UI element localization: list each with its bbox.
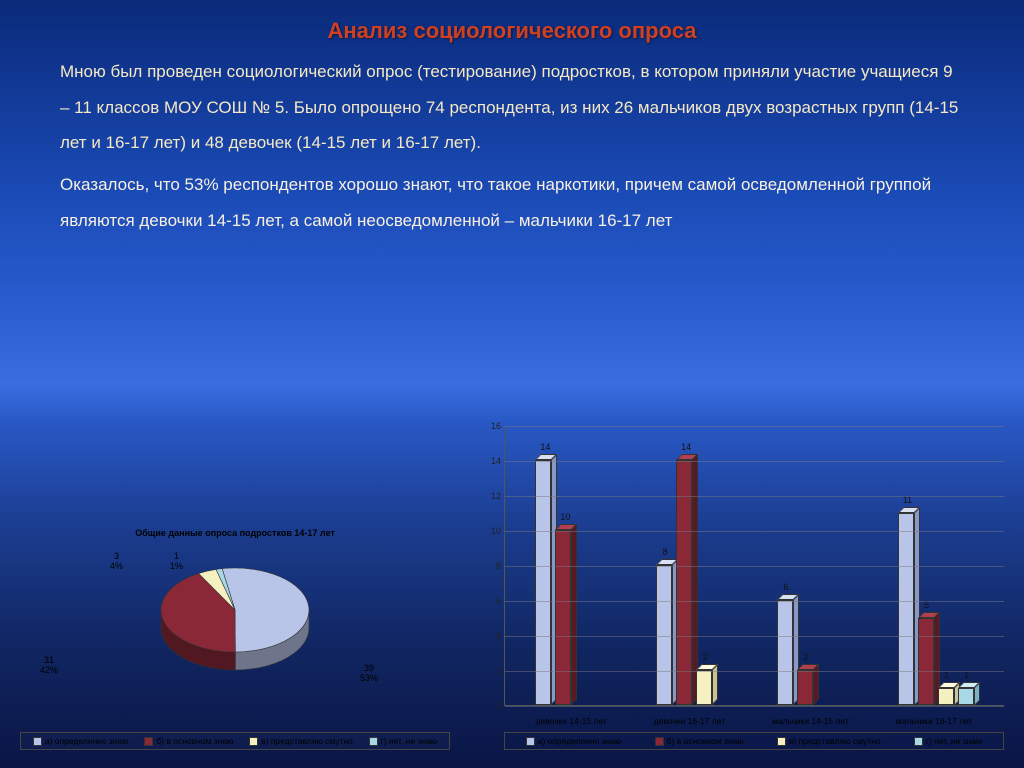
pie-chart: Общие данные опроса подростков 14-17 лет… — [20, 528, 450, 750]
page-title: Анализ социологического опроса — [0, 0, 1024, 44]
x-category-label: мальчики 16-17 лет — [896, 716, 973, 726]
legend-item: а) определенно знаю — [526, 736, 622, 746]
y-tick-label: 10 — [483, 526, 501, 536]
y-tick-label: 16 — [483, 421, 501, 431]
bar-value-label: 14 — [540, 442, 550, 452]
bar: 8 — [656, 565, 672, 705]
grid-line — [505, 706, 1004, 707]
pie-data-label: 3142% — [40, 656, 58, 676]
legend-item: б) в основном знаю — [144, 736, 233, 746]
y-tick-label: 2 — [483, 666, 501, 676]
bar-plot-area: 141081426211511 0246810121416 — [504, 426, 1004, 706]
pie-data-label: 11% — [170, 552, 183, 572]
legend-item: б) в основном знаю — [655, 736, 744, 746]
legend-item: а) определенно знаю — [33, 736, 129, 746]
grid-line — [505, 531, 1004, 532]
grid-line — [505, 636, 1004, 637]
y-tick-label: 8 — [483, 561, 501, 571]
bar-group: 11511 — [898, 513, 974, 706]
x-category-label: девочки 16-17 лет — [654, 716, 725, 726]
y-tick-label: 14 — [483, 456, 501, 466]
x-category-label: девочки 14-15 лет — [535, 716, 606, 726]
y-tick-label: 6 — [483, 596, 501, 606]
bar — [595, 704, 611, 705]
y-tick-label: 0 — [483, 701, 501, 711]
pie-data-label: 3953% — [360, 664, 378, 684]
grid-line — [505, 461, 1004, 462]
bar-value-label: 6 — [783, 582, 788, 592]
bar: 2 — [797, 670, 813, 705]
bar-chart: 141081426211511 0246810121416 девочки 14… — [480, 426, 1004, 750]
bar — [716, 704, 732, 705]
legend-item: в) представляю смутно — [249, 736, 353, 746]
bar: 10 — [555, 530, 571, 705]
charts-container: Общие данные опроса подростков 14-17 лет… — [0, 426, 1024, 750]
bar-x-labels: девочки 14-15 лет девочки 16-17 лет мальчи… — [504, 712, 1004, 726]
x-category-label: мальчики 14-15 лет — [772, 716, 849, 726]
y-tick-label: 4 — [483, 631, 501, 641]
pie-legend: а) определенно знаю б) в основном знаю в) … — [20, 732, 450, 750]
pie-title: Общие данные опроса подростков 14-17 лет — [20, 528, 450, 538]
grid-line — [505, 566, 1004, 567]
bar-value-label: 2 — [703, 652, 708, 662]
y-tick-label: 12 — [483, 491, 501, 501]
grid-line — [505, 601, 1004, 602]
bar — [575, 704, 591, 705]
bar: 5 — [918, 618, 934, 706]
pie-stage: 3953% 3142% 34% 11% — [20, 546, 450, 726]
bar-value-label: 10 — [560, 512, 570, 522]
bar: 11 — [898, 513, 914, 706]
bar-value-label: 8 — [663, 547, 668, 557]
intro-paragraph-2: Оказалось, что 53% респондентов хорошо з… — [0, 161, 1024, 238]
bar-legend: а) определенно знаю б) в основном знаю в) … — [504, 732, 1004, 750]
bar-group: 62 — [777, 600, 853, 705]
pie-svg — [130, 546, 340, 686]
bar: 1 — [938, 688, 954, 706]
bar — [817, 704, 833, 705]
pie-data-label: 34% — [110, 552, 123, 572]
grid-line — [505, 496, 1004, 497]
legend-item: г) нет, не знаю — [369, 736, 438, 746]
intro-paragraph-1: Мною был проведен социологический опрос … — [0, 44, 1024, 161]
legend-item: г) нет, не знаю — [914, 736, 983, 746]
bar: 1 — [958, 688, 974, 706]
grid-line — [505, 426, 1004, 427]
bar-value-label: 14 — [681, 442, 691, 452]
grid-line — [505, 671, 1004, 672]
bar: 2 — [696, 670, 712, 705]
bar — [837, 704, 853, 705]
bar: 6 — [777, 600, 793, 705]
legend-item: в) представляю смутно — [777, 736, 881, 746]
bar-value-label: 2 — [803, 652, 808, 662]
